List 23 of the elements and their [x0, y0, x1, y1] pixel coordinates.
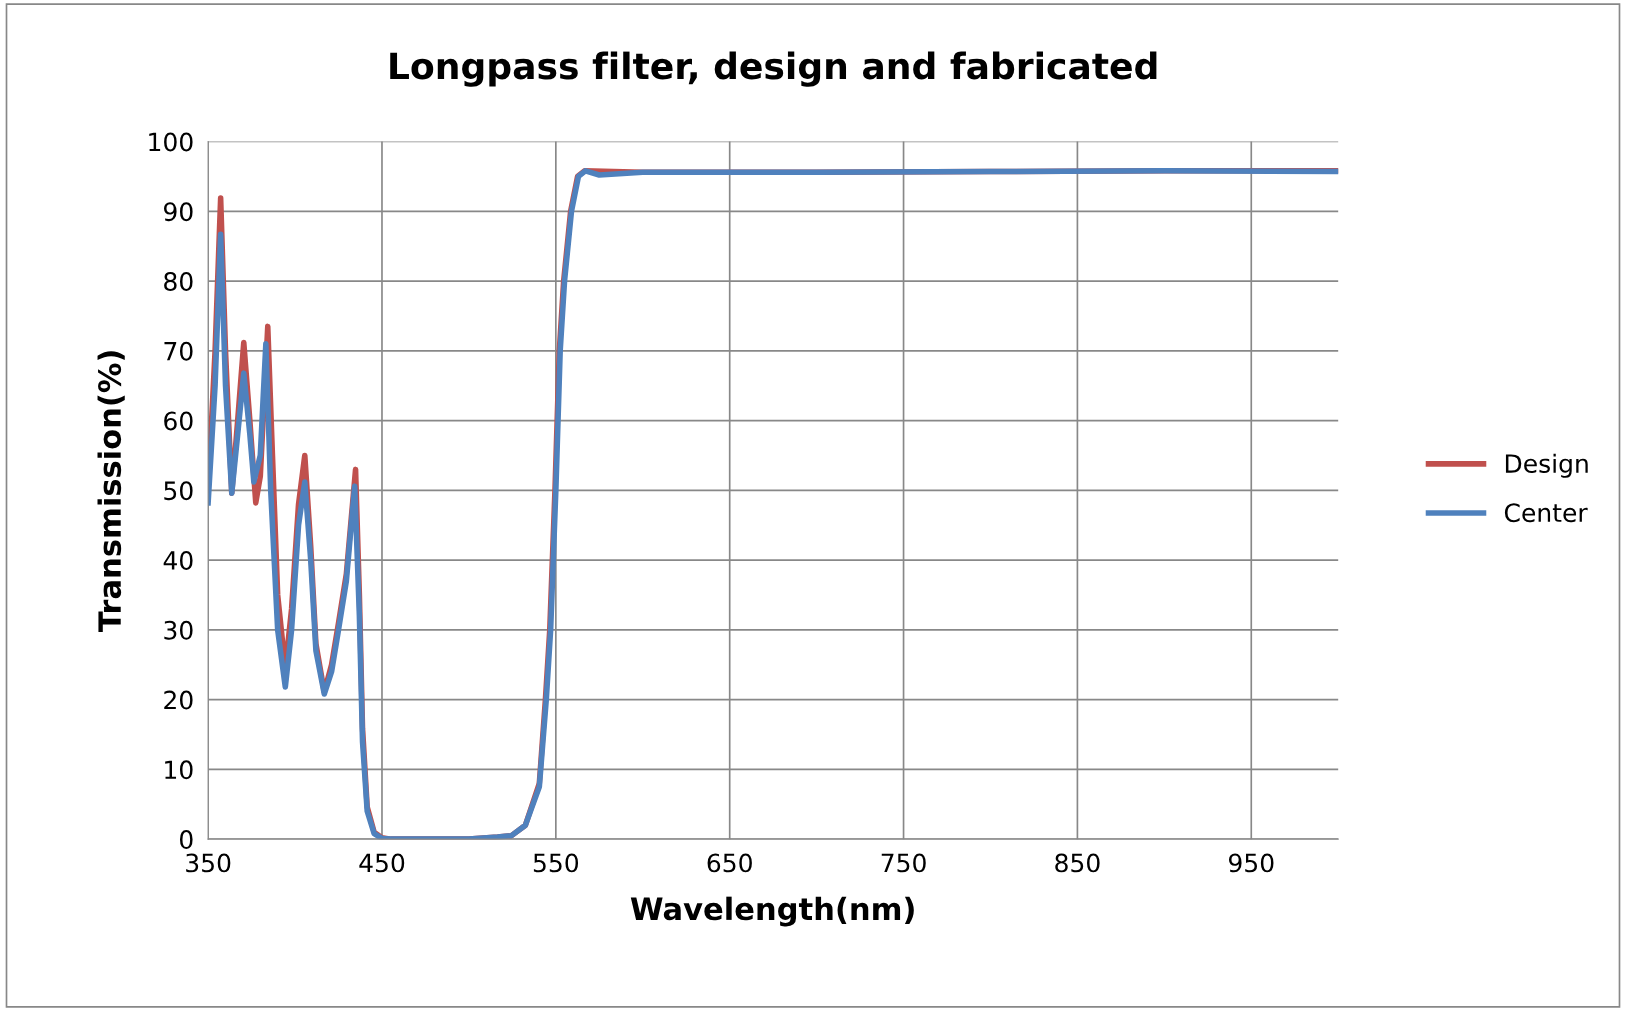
- y-axis-title: Transmission(%): [97, 351, 125, 632]
- x-tick-label: 350: [186, 853, 231, 873]
- x-tick-label: 950: [1228, 853, 1274, 873]
- x-tick-label: 750: [881, 853, 926, 873]
- y-tick-label: 90: [164, 202, 193, 222]
- x-tick-label: 850: [1055, 853, 1100, 873]
- y-tick-label: 40: [163, 551, 193, 570]
- y-tick-label: 100: [149, 132, 193, 152]
- y-tick-label: 10: [165, 760, 193, 780]
- y-tick-label: 50: [164, 481, 193, 501]
- y-tick-label: 60: [164, 411, 193, 431]
- y-tick-label: 30: [164, 620, 193, 640]
- y-tick-label: 80: [164, 272, 193, 291]
- legend-label: Center: [1504, 503, 1588, 523]
- x-tick-label: 450: [359, 853, 405, 873]
- x-tick-label: 550: [533, 853, 579, 873]
- y-tick-label: 0: [179, 830, 193, 849]
- chart-title: Longpass filter, design and fabricated: [390, 51, 1157, 87]
- y-tick-label: 70: [164, 341, 193, 361]
- y-tick-label: 20: [164, 690, 193, 710]
- x-axis-title: Wavelength(nm): [630, 896, 914, 927]
- x-tick-label: 650: [707, 853, 752, 873]
- legend-label: Design: [1505, 453, 1588, 478]
